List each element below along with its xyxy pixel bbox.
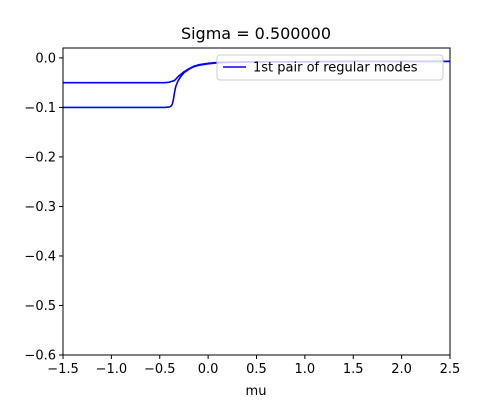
chart-title: Sigma = 0.500000 (181, 24, 331, 43)
x-tick-label: 2.5 (440, 362, 461, 377)
x-tick-label: 0.0 (198, 362, 219, 377)
y-tick-label: −0.1 (24, 101, 56, 116)
y-tick-label: −0.5 (24, 299, 56, 314)
x-tick-label: −0.5 (144, 362, 176, 377)
legend-label: 1st pair of regular modes (253, 61, 418, 76)
x-axis-label: mu (246, 384, 267, 399)
x-tick-label: 1.5 (343, 362, 364, 377)
plot-area (63, 48, 450, 355)
x-tick-label: −1.5 (47, 362, 79, 377)
x-tick-label: 0.5 (246, 362, 267, 377)
x-tick-label: 2.0 (391, 362, 412, 377)
y-tick-label: −0.2 (24, 150, 56, 165)
y-tick-label: −0.4 (24, 249, 56, 264)
y-tick-label: −0.6 (24, 349, 56, 364)
y-tick-label: −0.3 (24, 200, 56, 215)
x-tick-label: 1.0 (295, 362, 316, 377)
legend: 1st pair of regular modes (216, 54, 444, 81)
y-tick-label: 0.0 (35, 51, 56, 66)
legend-box (216, 54, 444, 81)
x-ticks: −1.5 −1.0 −0.5 0.0 0.5 1.0 1.5 2.0 2.5 (47, 355, 460, 377)
x-tick-label: −1.0 (96, 362, 128, 377)
y-ticks: 0.0 −0.1 −0.2 −0.3 −0.4 −0.5 −0.6 (24, 51, 63, 364)
